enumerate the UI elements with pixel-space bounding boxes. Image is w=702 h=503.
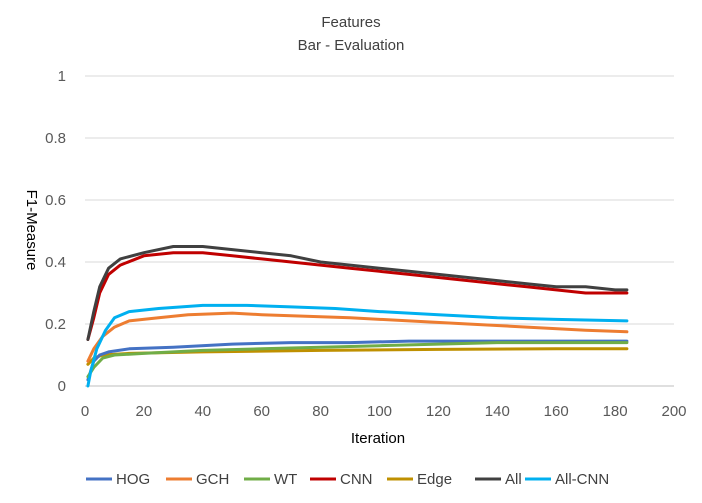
series-line-wt [86,341,629,379]
x-tick-label: 60 [253,403,270,420]
x-tick-label: 0 [81,403,89,420]
legend-label: Edge [417,471,452,488]
series-line-gch [86,311,629,363]
y-tick-label: 1 [58,68,66,85]
x-tick-label: 180 [603,403,628,420]
legend-label: All [505,471,522,488]
y-tick-label: 0.8 [45,130,66,147]
legend: HOG GCH WT CNN Edge All All-CNN [86,471,609,488]
series-lines [86,245,629,388]
x-tick-label: 40 [194,403,211,420]
x-axis-label: Iteration [351,430,405,447]
y-tick-label: 0.2 [45,316,66,333]
y-tick-label: 0.4 [45,254,66,271]
x-tick-label: 100 [367,403,392,420]
y-tick-label: 0.6 [45,192,66,209]
x-tick-label: 20 [136,403,153,420]
chart-title: Features [321,14,380,31]
x-tick-label: 200 [661,403,686,420]
legend-label: HOG [116,471,150,488]
x-tick-label: 80 [312,403,329,420]
legend-label: GCH [196,471,229,488]
series-line-all-cnn [86,303,629,388]
chart-subtitle: Bar - Evaluation [298,37,405,54]
y-axis-ticks: 0 0.2 0.4 0.6 0.8 1 [45,68,66,395]
legend-label: CNN [340,471,373,488]
x-axis-ticks: 0 20 40 60 80 100 120 140 160 180 200 [81,403,687,420]
y-tick-label: 0 [58,378,66,395]
gridlines [85,75,674,325]
legend-label: WT [274,471,297,488]
series-line-all [86,245,629,341]
series-line-cnn [86,251,629,341]
x-tick-label: 120 [426,403,451,420]
x-tick-label: 140 [485,403,510,420]
y-axis-label: F1-Measure [23,190,40,271]
x-tick-label: 160 [544,403,569,420]
legend-label: All-CNN [555,471,609,488]
